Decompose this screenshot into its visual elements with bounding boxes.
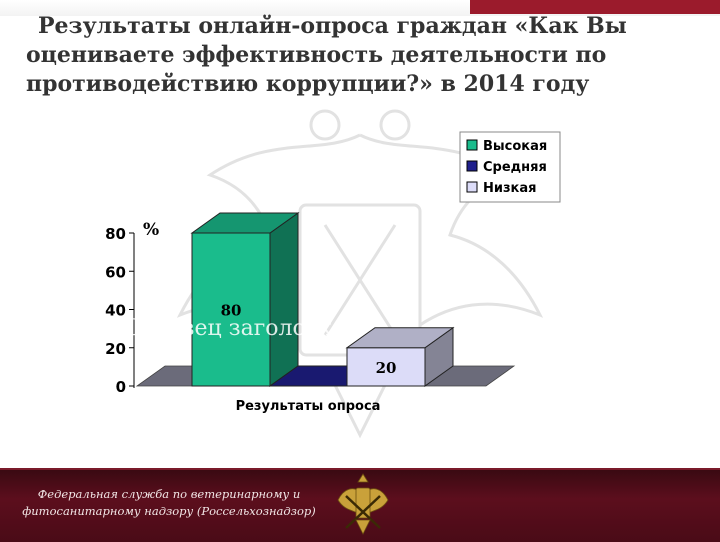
legend-label: Средняя: [483, 160, 547, 175]
y-axis-unit-label: %: [143, 220, 159, 240]
legend-swatch: [466, 160, 478, 172]
bar-chart: % 0 20 40 60 80 Образец заголовка 80 20 Резул…: [105, 131, 561, 414]
bar-3: [345, 326, 455, 387]
x-axis-label: Результаты опроса: [236, 399, 381, 414]
bar-front: [191, 232, 271, 387]
bar-side: [269, 212, 299, 387]
top-strip: [0, 0, 720, 16]
y-tick-label: 80: [105, 225, 126, 243]
footer-line-2: фитосанитарному надзору (Россельхознадзо…: [22, 504, 316, 518]
y-tick-label: 0: [116, 378, 126, 396]
title-line-1: Результаты онлайн-опроса граждан «Как Вы: [38, 13, 627, 39]
y-tick-label: 20: [105, 340, 126, 358]
y-axis: %: [133, 220, 159, 388]
bar-top: [190, 212, 300, 234]
title-line-3: противодействию коррупции?» в 2014 году: [26, 71, 590, 97]
data-label: 80: [221, 302, 242, 320]
y-tick-label: 60: [105, 263, 126, 281]
bar-1: [190, 212, 300, 387]
top-accent-bar: [470, 0, 720, 14]
bar-top: [345, 327, 455, 349]
data-label: 20: [376, 359, 397, 377]
agency-emblem-icon: [337, 473, 389, 535]
y-tick-label: 40: [105, 302, 126, 320]
chart-legend: Высокая Средняя Низкая: [459, 131, 561, 203]
footer-text: Федеральная служба по ветеринарному и фи…: [14, 486, 324, 520]
legend-swatch: [466, 139, 478, 151]
placeholder-watermark-text: Образец заголовка: [124, 316, 345, 341]
bar-front: [346, 347, 426, 387]
footer-line-1: Федеральная служба по ветеринарному и: [37, 487, 301, 501]
legend-label: Низкая: [483, 181, 537, 196]
title-line-2: оцениваете эффективность деятельности по: [26, 42, 607, 68]
slide-title: Результаты онлайн-опроса граждан «Как Вы…: [26, 12, 666, 99]
legend-label: Высокая: [483, 139, 547, 154]
legend-swatch: [466, 181, 478, 193]
